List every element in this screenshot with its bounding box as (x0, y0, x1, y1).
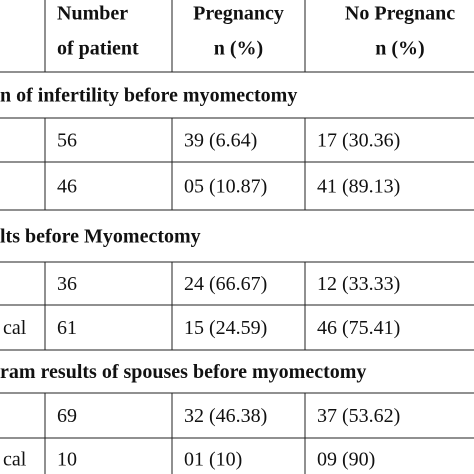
cell-text: 41 (89.13) (317, 176, 400, 198)
cell-text: 10 (57, 449, 77, 471)
cell-text: 39 (6.64) (184, 130, 257, 152)
cell-text: 69 (57, 405, 77, 427)
header-text: n (%) (214, 38, 263, 60)
header-text: No Pregnanc (345, 3, 455, 25)
cell-text: 61 (57, 317, 77, 339)
header-text: Pregnancy (193, 3, 284, 25)
section-title: ram results of spouses before myomectomy (0, 361, 366, 383)
section-title: lts before Myomectomy (0, 226, 201, 248)
cell-text: 32 (46.38) (184, 405, 267, 427)
row-label: cal (3, 449, 27, 471)
cell-text: 15 (24.59) (184, 317, 267, 339)
cell-text: 12 (33.33) (317, 273, 400, 295)
header-text: of patient (57, 38, 139, 60)
header-text: Number (57, 3, 128, 25)
cell-text: 17 (30.36) (317, 130, 400, 152)
cell-text: 56 (57, 130, 77, 152)
cell-text: 24 (66.67) (184, 273, 267, 295)
cell-text: 36 (57, 273, 77, 295)
cell-text: 01 (10) (184, 449, 242, 471)
section-title: n of infertility before myomectomy (0, 85, 297, 107)
cell-text: 05 (10.87) (184, 176, 267, 198)
cell-text: 46 (75.41) (317, 317, 400, 339)
row-label: cal (3, 317, 27, 339)
cell-text: 37 (53.62) (317, 405, 400, 427)
header-text: n (%) (375, 38, 424, 60)
cell-text: 46 (57, 176, 77, 198)
cell-text: 09 (90) (317, 449, 375, 471)
